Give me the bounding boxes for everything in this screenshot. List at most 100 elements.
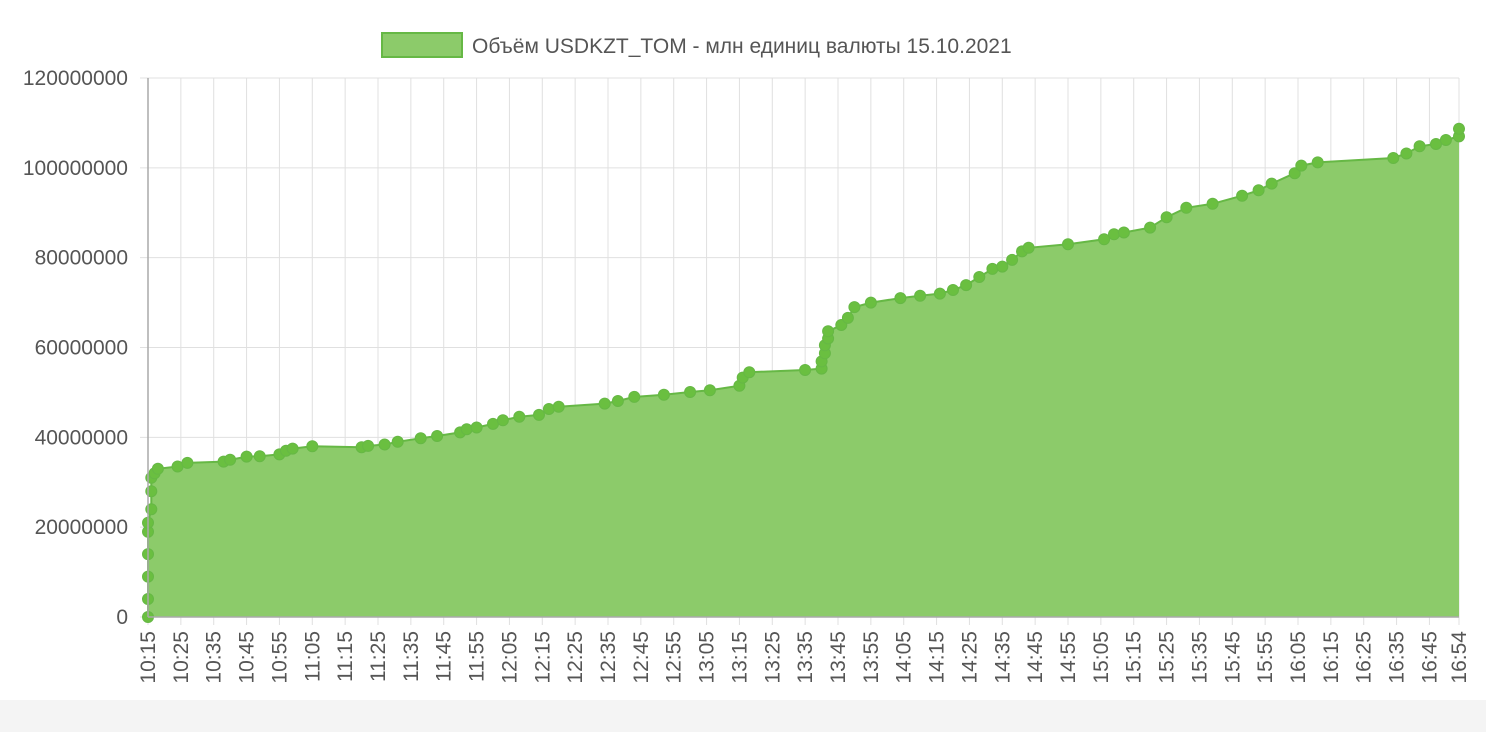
data-point[interactable]	[657, 388, 670, 401]
x-tick-label: 13:45	[827, 631, 850, 684]
y-tick-label: 120000000	[23, 67, 128, 90]
data-point[interactable]	[799, 364, 812, 376]
data-point[interactable]	[533, 408, 545, 421]
x-tick-label: 13:55	[860, 631, 883, 684]
x-tick-label: 16:05	[1287, 631, 1310, 684]
data-point[interactable]	[1453, 122, 1465, 135]
x-tick-label: 10:25	[170, 631, 193, 684]
data-point[interactable]	[1117, 226, 1130, 239]
data-point[interactable]	[973, 271, 986, 283]
x-tick-label: 15:15	[1123, 631, 1146, 684]
data-point[interactable]	[1439, 134, 1452, 146]
data-point[interactable]	[1252, 184, 1265, 197]
data-point[interactable]	[414, 432, 427, 445]
data-point[interactable]	[1236, 189, 1249, 202]
data-point[interactable]	[240, 450, 253, 463]
data-point[interactable]	[947, 284, 959, 296]
data-point[interactable]	[151, 462, 164, 475]
data-point[interactable]	[894, 292, 907, 305]
x-tick-label: 14:05	[893, 631, 916, 684]
x-tick-label: 12:05	[498, 631, 521, 684]
data-point[interactable]	[1160, 211, 1173, 224]
data-point[interactable]	[598, 397, 611, 410]
data-point[interactable]	[378, 438, 391, 451]
data-point[interactable]	[1387, 152, 1400, 164]
data-point[interactable]	[1265, 177, 1278, 190]
x-tick-label: 11:25	[367, 631, 390, 682]
data-point[interactable]	[253, 450, 266, 463]
data-point[interactable]	[864, 296, 877, 309]
x-tick-label: 12:55	[663, 631, 686, 684]
data-point[interactable]	[1295, 159, 1308, 172]
x-tick-label: 16:25	[1353, 631, 1376, 684]
data-point[interactable]	[470, 421, 483, 434]
data-point[interactable]	[181, 456, 194, 469]
y-tick-label: 40000000	[35, 426, 128, 449]
data-point[interactable]	[1022, 241, 1035, 254]
x-tick-label: 12:35	[597, 631, 620, 684]
data-point[interactable]	[362, 439, 375, 452]
data-point[interactable]	[960, 279, 973, 292]
data-point[interactable]	[460, 423, 473, 436]
data-point[interactable]	[841, 311, 854, 324]
data-point[interactable]	[513, 410, 526, 423]
x-tick-label: 16:15	[1320, 631, 1343, 684]
x-tick-label: 10:35	[203, 631, 226, 684]
x-tick-label: 15:45	[1221, 631, 1244, 684]
data-point[interactable]	[1144, 221, 1157, 234]
x-tick-label: 15:25	[1156, 631, 1179, 684]
data-point[interactable]	[611, 395, 624, 407]
data-point[interactable]	[1062, 238, 1074, 251]
x-tick-label: 12:15	[531, 631, 554, 684]
data-point[interactable]	[487, 417, 499, 430]
data-point[interactable]	[1108, 228, 1120, 241]
x-tick-label: 15:05	[1090, 631, 1113, 684]
data-point[interactable]	[996, 260, 1009, 273]
y-axis: 0 20000000 40000000 60000000 80000000 1000000…	[23, 67, 149, 629]
legend-label: Объём USDKZT_TOM - млн единиц валюты 15.…	[472, 35, 1012, 58]
data-point[interactable]	[391, 435, 404, 448]
data-point[interactable]	[933, 287, 946, 300]
data-point[interactable]	[743, 366, 756, 379]
x-tick-label: 12:45	[630, 631, 653, 684]
data-point[interactable]	[224, 453, 237, 466]
x-tick-label: 13:15	[728, 631, 751, 684]
data-point[interactable]	[496, 414, 509, 427]
x-tick-label: 14:45	[1024, 631, 1047, 684]
data-point[interactable]	[628, 390, 641, 403]
data-point[interactable]	[1288, 167, 1301, 180]
x-tick-label: 13:35	[794, 631, 817, 684]
data-point[interactable]	[848, 301, 861, 314]
x-tick-label: 11:05	[301, 631, 324, 682]
data-point[interactable]	[822, 325, 835, 338]
data-point[interactable]	[552, 400, 565, 413]
data-point[interactable]	[1430, 138, 1442, 150]
data-point[interactable]	[1311, 156, 1324, 169]
x-tick-label: 16:35	[1386, 631, 1409, 684]
x-tick-label: 12:25	[564, 631, 587, 684]
x-tick-label: 11:35	[400, 631, 423, 682]
data-point[interactable]	[986, 262, 999, 275]
x-tick-label: 14:15	[926, 631, 949, 684]
y-tick-label: 60000000	[35, 337, 128, 360]
data-point[interactable]	[542, 403, 555, 415]
x-tick-label: 14:35	[991, 631, 1014, 684]
x-tick-label: 11:55	[466, 631, 489, 682]
data-point[interactable]	[1413, 140, 1426, 153]
data-point[interactable]	[431, 430, 444, 442]
data-point[interactable]	[1098, 233, 1111, 246]
legend-swatch	[381, 32, 463, 58]
x-tick-label: 16:45	[1418, 631, 1441, 684]
data-point[interactable]	[1180, 201, 1193, 214]
x-tick-label: 13:05	[696, 631, 719, 684]
data-point[interactable]	[914, 289, 927, 302]
data-point[interactable]	[1006, 253, 1019, 266]
data-point[interactable]	[286, 442, 299, 455]
x-tick-label: 11:45	[433, 631, 456, 682]
data-point[interactable]	[703, 384, 716, 397]
data-point[interactable]	[1206, 197, 1219, 210]
data-point[interactable]	[684, 386, 697, 398]
data-point[interactable]	[1400, 147, 1413, 160]
x-tick-label: 11:15	[334, 631, 357, 682]
data-point[interactable]	[306, 440, 319, 453]
